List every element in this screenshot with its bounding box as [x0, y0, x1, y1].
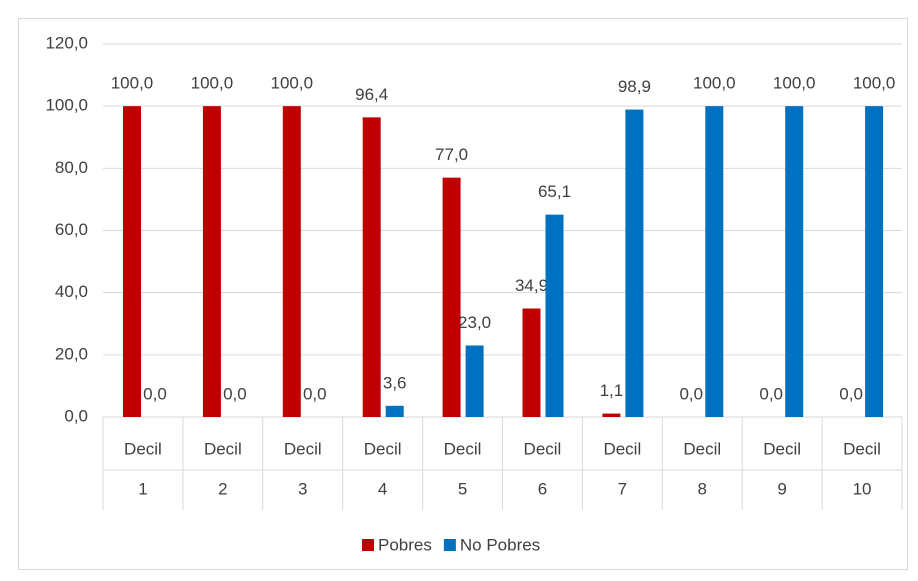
- legend-swatch: [443, 539, 456, 551]
- legend-swatch: [362, 539, 374, 551]
- y-tick-label: 20,0: [55, 344, 88, 363]
- x-tick-label: 10: [853, 479, 872, 498]
- bar: [282, 106, 301, 418]
- value-label: 3,6: [383, 373, 407, 392]
- bar: [385, 405, 404, 417]
- x-tick-label: Decil: [284, 439, 322, 458]
- value-label: 0,0: [679, 384, 703, 403]
- value-label: 0,0: [759, 384, 783, 403]
- bar: [202, 106, 221, 418]
- x-tick-label: Decil: [763, 439, 801, 458]
- value-label: 1,1: [600, 381, 624, 400]
- legend-label: Pobres: [378, 535, 432, 554]
- x-tick-label: Decil: [204, 439, 242, 458]
- value-label: 96,4: [355, 85, 388, 104]
- bar: [625, 109, 644, 418]
- x-tick-label: Decil: [683, 439, 721, 458]
- value-label: 0,0: [839, 384, 863, 403]
- value-label: 34,9: [515, 276, 548, 295]
- y-tick-label: 40,0: [55, 282, 88, 301]
- x-tick-label: Decil: [364, 439, 402, 458]
- x-tick-label: Decil: [843, 439, 881, 458]
- y-tick-label: 100,0: [45, 96, 88, 115]
- bar: [602, 413, 621, 417]
- y-tick-label: 0,0: [64, 406, 88, 425]
- value-label: 100,0: [191, 74, 234, 93]
- x-tick-label: Decil: [603, 439, 641, 458]
- x-tick-label: Decil: [524, 439, 562, 458]
- x-tick-label: 9: [777, 479, 786, 498]
- value-label: 98,9: [618, 77, 651, 96]
- value-label: 0,0: [223, 384, 247, 403]
- chart-frame: [18, 18, 908, 570]
- legend-label: No Pobres: [460, 535, 540, 554]
- bar: [522, 308, 541, 417]
- x-tick-label: 3: [298, 479, 307, 498]
- value-label: 100,0: [693, 74, 736, 93]
- value-label: 100,0: [111, 74, 154, 93]
- x-tick-label: 1: [138, 479, 147, 498]
- y-tick-label: 60,0: [55, 220, 88, 239]
- value-label: 23,0: [458, 313, 491, 332]
- bar: [865, 106, 884, 418]
- value-label: 0,0: [143, 384, 167, 403]
- x-tick-label: 7: [618, 479, 627, 498]
- value-label: 77,0: [435, 145, 468, 164]
- x-tick-label: 4: [378, 479, 387, 498]
- bar: [545, 214, 564, 417]
- bar: [465, 345, 484, 417]
- bar: [442, 177, 461, 417]
- value-label: 0,0: [303, 384, 327, 403]
- bar: [362, 117, 381, 418]
- value-label: 100,0: [271, 74, 314, 93]
- bar: [123, 106, 141, 418]
- x-tick-label: 8: [698, 479, 707, 498]
- x-tick-label: Decil: [444, 439, 482, 458]
- y-tick-label: 80,0: [55, 158, 88, 177]
- x-tick-label: 5: [458, 479, 467, 498]
- bar: [705, 106, 724, 418]
- value-label: 100,0: [853, 74, 896, 93]
- x-tick-label: Decil: [124, 439, 162, 458]
- x-tick-label: 6: [538, 479, 547, 498]
- value-label: 65,1: [538, 182, 571, 201]
- value-label: 100,0: [773, 74, 816, 93]
- bar: [785, 106, 804, 418]
- x-tick-label: 2: [218, 479, 227, 498]
- y-tick-label: 120,0: [45, 33, 88, 52]
